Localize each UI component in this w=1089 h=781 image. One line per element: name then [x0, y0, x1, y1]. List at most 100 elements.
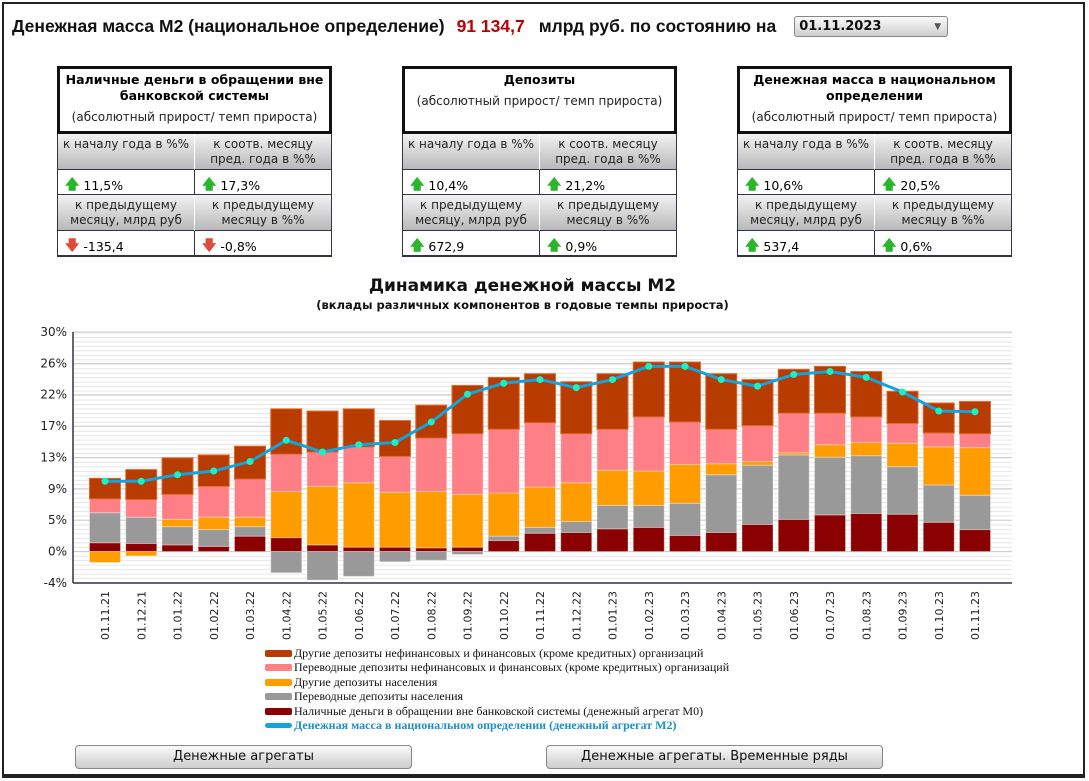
stat-box-subtitle: (абсолютный прирост/ темп прироста)	[71, 110, 318, 124]
bar-segment	[451, 546, 484, 553]
stat-box-header: Депозиты (абсолютный прирост/ темп прирос…	[402, 66, 677, 134]
x-tick-label: 01.09.23	[897, 591, 910, 640]
m2-chart: 30% 26% 22% 17% 13% 9% 5% 0% -4% 01.11.21 01.12.21…	[40, 325, 1012, 640]
bar-segment	[850, 512, 883, 553]
bar-segment	[741, 464, 774, 525]
chevron-down-icon: ▼	[934, 21, 942, 32]
m2-point	[826, 368, 834, 376]
bar-segment	[777, 454, 810, 520]
stat-box-title: Денежная масса в национальном определени…	[753, 72, 996, 103]
stat-box: Депозиты (абсолютный прирост/ темп прирос…	[402, 66, 677, 257]
bar-segment	[125, 542, 158, 553]
bar-segment	[959, 529, 991, 553]
bar-segment	[342, 482, 375, 548]
x-tick-label: 01.07.22	[389, 591, 402, 640]
x-tick-label: 01.08.22	[425, 591, 438, 640]
stat-box-title: Депозиты	[503, 72, 576, 87]
m2-point	[210, 467, 218, 475]
bar-segment	[850, 416, 883, 443]
x-tick-label: 01.08.23	[860, 591, 873, 640]
bar-segment	[451, 433, 484, 495]
m2-point	[101, 477, 109, 485]
bar-segment	[922, 521, 955, 553]
x-tick-label: 01.02.22	[208, 591, 221, 640]
monetary-aggregates-timeseries-button[interactable]: Денежные агрегаты. Временные ряды	[546, 745, 883, 769]
bar-segment	[342, 546, 375, 553]
m2-point	[609, 376, 616, 384]
stat-label: к соотв. месяцу пред. года в %%	[195, 134, 331, 170]
stat-label: к предыдущему месяцу в %%	[540, 195, 676, 231]
stat-value: 🡅 0,6%	[875, 231, 1011, 256]
bar-segment	[342, 408, 375, 448]
bar-segment	[379, 420, 411, 457]
bar-segment	[379, 551, 411, 563]
stat-label: к соотв. месяцу пред. года в %%	[540, 134, 676, 170]
chart-title: Динамика денежной массы М2	[368, 276, 677, 296]
arrow-up-icon: 🡅	[410, 237, 425, 254]
bar-segment	[850, 455, 883, 514]
bar-segment	[524, 526, 556, 534]
bar-segment	[197, 516, 230, 531]
bar-segment	[487, 535, 520, 542]
bar-segment	[632, 504, 665, 528]
arrow-down-icon: 🡇	[202, 237, 217, 254]
arrow-up-icon: 🡅	[882, 176, 897, 193]
bar-segment	[959, 447, 991, 496]
y-tick-label: 9%	[48, 482, 67, 496]
m2-point	[137, 477, 145, 485]
bar-segment	[306, 451, 339, 487]
stat-value: 🡇 -0,8%	[195, 231, 331, 256]
bar-segment	[705, 474, 738, 534]
m2-point	[174, 471, 181, 479]
bar-segment	[886, 466, 919, 515]
date-select[interactable]: 01.11.2023 ▼	[794, 16, 949, 37]
bar-segment	[306, 544, 339, 553]
bar-segment	[669, 421, 701, 465]
m2-value: 91 134,7	[456, 16, 525, 36]
header-title: Денежная масса М2 (национальное определе…	[12, 16, 445, 36]
bar-segment	[741, 425, 774, 463]
x-tick-label: 01.12.21	[135, 591, 148, 640]
x-tick-label: 01.05.23	[752, 591, 765, 640]
date-value: 01.11.2023	[799, 19, 882, 34]
bar-segment	[487, 540, 520, 553]
legend-swatch	[265, 723, 292, 729]
bar-segment	[161, 493, 194, 520]
bar-segment	[415, 491, 448, 549]
m2-point	[681, 362, 689, 370]
bar-segment	[270, 537, 303, 553]
x-tick-label: 01.11.22	[534, 591, 547, 640]
bar-segment	[197, 485, 230, 518]
bar-segment	[886, 422, 919, 444]
bar-segment	[886, 513, 919, 553]
monetary-aggregates-button[interactable]: Денежные агрегаты	[75, 745, 412, 769]
m2-point	[500, 379, 508, 387]
bar-segment	[524, 422, 556, 488]
bar-segment	[451, 551, 484, 555]
arrow-up-icon: 🡅	[547, 176, 562, 193]
bar-segment	[487, 492, 520, 537]
y-tick-label: -4%	[44, 576, 67, 590]
stat-value: 🡅 21,2%	[540, 170, 676, 195]
x-tick-label: 01.10.22	[498, 591, 511, 640]
legend-swatch	[265, 678, 292, 686]
bar-segment	[379, 546, 411, 553]
x-tick-label: 01.06.22	[353, 591, 366, 640]
y-tick-label: 22%	[40, 388, 67, 402]
bar-segment	[922, 484, 955, 523]
bar-segment	[161, 518, 194, 528]
x-tick-label: 01.03.22	[244, 591, 257, 640]
bar-segment	[342, 551, 375, 577]
stat-label: к началу года в %%	[738, 134, 875, 170]
bar-segment	[705, 463, 738, 476]
bar-segment	[669, 534, 701, 553]
m2-point	[427, 418, 435, 426]
bar-segment	[669, 361, 701, 423]
bar-segment	[125, 551, 158, 557]
bar-segment	[741, 523, 774, 553]
bar-segment	[487, 428, 520, 494]
stat-value: 🡅 20,5%	[875, 170, 1011, 195]
bar-segment	[814, 444, 846, 458]
m2-point	[899, 388, 906, 396]
